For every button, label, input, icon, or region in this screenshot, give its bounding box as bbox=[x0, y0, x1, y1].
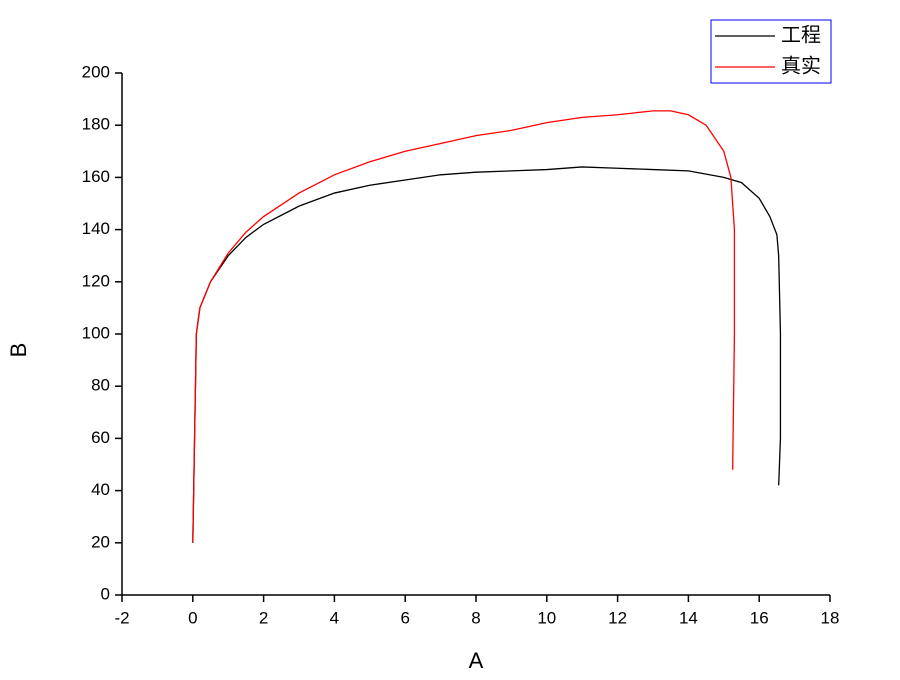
y-tick-label: 100 bbox=[82, 323, 110, 342]
legend-label: 真实 bbox=[781, 54, 821, 78]
x-tick-label: 16 bbox=[750, 608, 769, 627]
x-tick-label: 14 bbox=[679, 608, 698, 627]
x-tick-label: 2 bbox=[259, 608, 268, 627]
y-tick-label: 40 bbox=[91, 480, 110, 499]
y-tick-label: 80 bbox=[91, 376, 110, 395]
y-tick-label: 60 bbox=[91, 428, 110, 447]
series-line bbox=[192, 166, 782, 543]
y-tick-label: 180 bbox=[82, 115, 110, 134]
legend-box bbox=[710, 19, 832, 84]
x-tick-label: 18 bbox=[821, 608, 840, 627]
y-axis-title: B bbox=[6, 343, 31, 358]
series-line bbox=[192, 110, 736, 543]
y-tick-label: 160 bbox=[82, 167, 110, 186]
y-tick-label: 120 bbox=[82, 271, 110, 290]
x-tick-label: -2 bbox=[114, 608, 129, 627]
x-tick-label: 10 bbox=[537, 608, 556, 627]
x-axis-title: A bbox=[469, 648, 484, 673]
legend-label: 工程 bbox=[781, 23, 821, 47]
x-tick-label: 8 bbox=[471, 608, 480, 627]
x-tick-label: 4 bbox=[330, 608, 339, 627]
y-tick-label: 140 bbox=[82, 219, 110, 238]
x-tick-label: 6 bbox=[400, 608, 409, 627]
y-tick-label: 200 bbox=[82, 62, 110, 81]
y-tick-label: 20 bbox=[91, 532, 110, 551]
x-tick-label: 12 bbox=[608, 608, 627, 627]
x-tick-label: 0 bbox=[188, 608, 197, 627]
y-tick-label: 0 bbox=[101, 584, 110, 603]
